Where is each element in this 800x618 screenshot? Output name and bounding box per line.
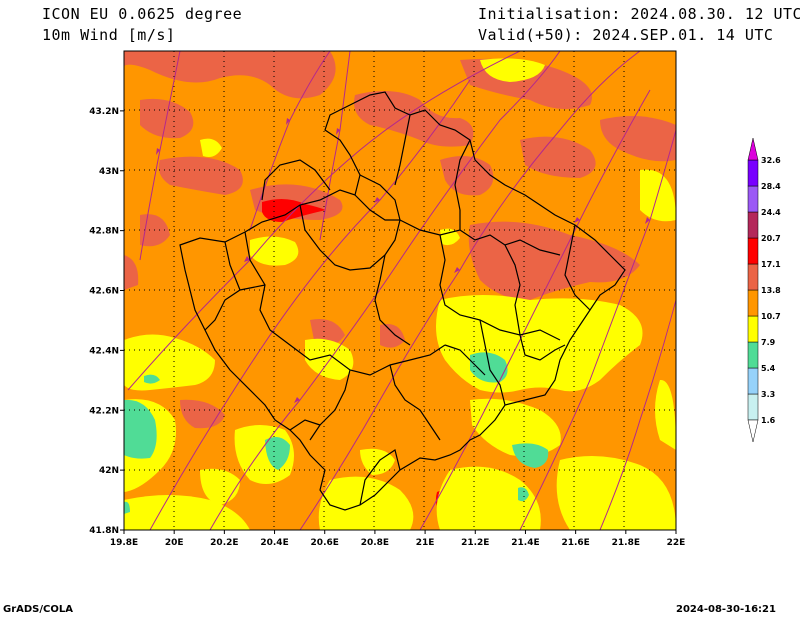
lat-tick-label: 42N (99, 466, 119, 476)
legend-swatch (747, 393, 759, 421)
legend-label: 17.1 (761, 260, 781, 269)
legend-label: 24.4 (761, 208, 781, 217)
lon-tick-label: 22E (667, 538, 686, 548)
lon-tick-label: 20.6E (311, 538, 339, 548)
plot-timestamp: 2024-08-30-16:21 (676, 604, 776, 615)
lat-tick-label: 43.2N (89, 107, 119, 117)
wind-band-5-4 (124, 352, 549, 514)
legend-swatch (747, 263, 759, 291)
init-time: Initialisation: 2024.08.30. 12 UTC (478, 5, 800, 23)
legend-swatch (747, 315, 759, 343)
lon-tick-label: 19.8E (110, 538, 138, 548)
legend-min-arrow (747, 419, 759, 443)
lat-tick-label: 42.6N (89, 287, 119, 297)
legend-swatch (747, 159, 759, 187)
legend-label: 7.9 (761, 338, 776, 347)
lat-axis: 41.8N 42N 42.2N 42.4N 42.6N 42.8N 43N 43.2N (89, 107, 124, 536)
lat-tick-label: 42.2N (89, 406, 119, 416)
variable-title: 10m Wind [m/s] (42, 26, 176, 44)
legend-swatch (747, 341, 759, 369)
legend-swatch (747, 185, 759, 213)
lon-axis: 19.8E 20E 20.2E 20.4E 20.6E 20.8E 21E 21.2E 21.4… (110, 530, 686, 548)
legend-label: 5.4 (761, 364, 776, 373)
lon-tick-label: 20E (165, 538, 184, 548)
model-title: ICON EU 0.0625 degree (42, 5, 243, 23)
legend-swatch (747, 211, 759, 239)
wind-band-7-9 (124, 58, 676, 530)
lat-tick-label: 42.4N (89, 346, 119, 356)
legend-label: 1.6 (761, 416, 776, 425)
legend-max-arrow (747, 137, 759, 161)
wind-field (124, 51, 676, 530)
lon-tick-label: 21.4E (511, 538, 539, 548)
lon-tick-label: 21.6E (561, 538, 589, 548)
admin-borders (179, 91, 626, 511)
streamlines (127, 51, 676, 530)
legend-label: 20.7 (761, 234, 781, 243)
legend-swatch (747, 367, 759, 395)
legend-label: 10.7 (761, 312, 781, 321)
legend-label: 28.4 (761, 182, 781, 191)
lat-tick-label: 43N (99, 167, 119, 177)
lon-tick-label: 20.2E (210, 538, 238, 548)
color-legend: 1.6 3.3 5.4 7.9 10.7 13.8 17.1 20.7 24.4 28.4 32.6 (747, 137, 781, 443)
valid-time: Valid(+50): 2024.SEP.01. 14 UTC (478, 26, 774, 44)
lon-tick-label: 21E (416, 538, 435, 548)
legend-label: 13.8 (761, 286, 781, 295)
legend-swatch (747, 289, 759, 317)
lat-tick-label: 41.8N (89, 526, 119, 536)
lon-tick-label: 21.2E (461, 538, 489, 548)
lon-tick-label: 20.8E (361, 538, 389, 548)
lon-tick-label: 21.8E (612, 538, 640, 548)
lon-tick-label: 20.4E (260, 538, 288, 548)
legend-swatch (747, 237, 759, 265)
software-credit: GrADS/COLA (3, 604, 73, 615)
lat-tick-label: 42.8N (89, 227, 119, 237)
legend-label: 32.6 (761, 156, 781, 165)
legend-label: 3.3 (761, 390, 775, 399)
stream-arrows (156, 118, 650, 403)
